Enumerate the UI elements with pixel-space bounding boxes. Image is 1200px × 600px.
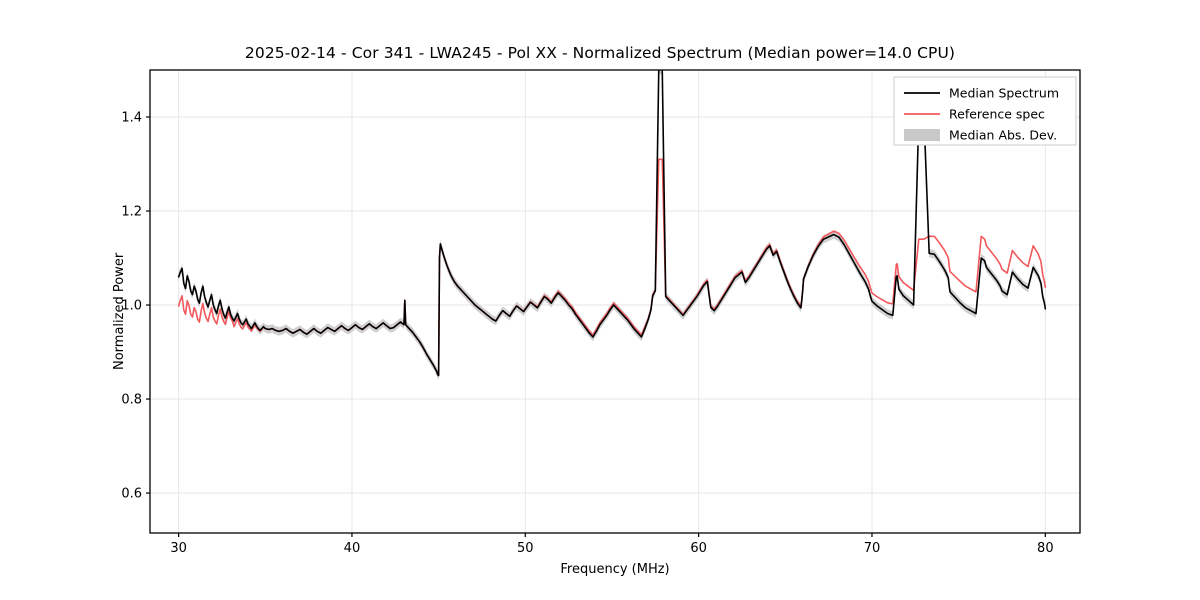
y-tick-label: 0.6 — [121, 487, 142, 502]
grid-lines — [150, 70, 1080, 533]
legend-item-label: Median Abs. Dev. — [949, 128, 1057, 143]
legend-item-label: Reference spec — [949, 107, 1045, 122]
x-tick-label: 50 — [517, 541, 534, 556]
y-tick-label: 1.2 — [121, 205, 142, 220]
median-spectrum-line — [177, 70, 1047, 377]
y-tick-label: 1.4 — [121, 111, 142, 126]
y-tick-label: 1.0 — [121, 299, 142, 314]
axis-ticks: 30 40 50 60 70 80 0.6 0.8 1.0 1.2 1.4 — [121, 111, 1053, 556]
legend-item-label: Median Spectrum — [949, 86, 1059, 101]
page-title: 2025-02-14 - Cor 341 - LWA245 - Pol XX -… — [244, 44, 956, 62]
x-tick-label: 30 — [170, 541, 187, 556]
y-tick-label: 0.8 — [121, 393, 142, 408]
x-tick-label: 80 — [1037, 541, 1054, 556]
x-tick-label: 60 — [690, 541, 707, 556]
legend: Median Spectrum Reference spec Median Abs.… — [893, 76, 1077, 146]
x-tick-label: 40 — [344, 541, 361, 556]
x-axis-label: Frequency (MHz) — [560, 562, 670, 577]
axes-frame — [149, 69, 1081, 534]
x-tick-label: 70 — [864, 541, 881, 556]
